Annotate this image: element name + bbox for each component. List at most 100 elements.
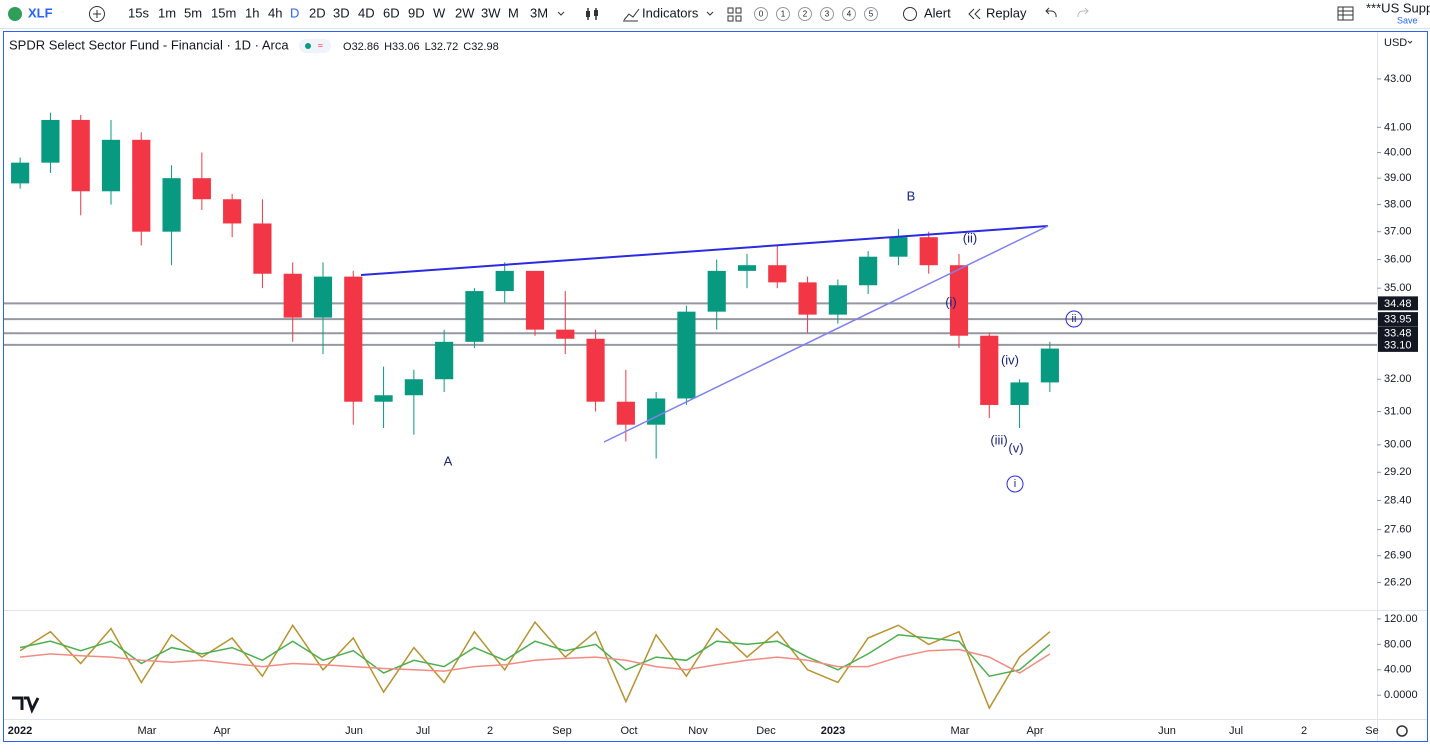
redo[interactable]	[1077, 7, 1089, 18]
interval-button[interactable]: 3M	[530, 5, 548, 20]
wave-label[interactable]: (i)	[945, 294, 957, 309]
candle-body	[677, 311, 696, 399]
layout-slot[interactable]	[820, 7, 834, 21]
alert-button[interactable]: Alert	[924, 5, 951, 20]
interval-button[interactable]: 2D	[309, 5, 326, 20]
layout-name[interactable]: ***US Suppo	[1366, 0, 1430, 15]
x-tick-label: Dec	[756, 725, 776, 737]
y-tick-label: 41.00	[1384, 121, 1412, 133]
interval-button[interactable]: 5m	[184, 5, 202, 20]
wave-label[interactable]: ii	[1072, 313, 1077, 325]
layout-slot[interactable]	[776, 7, 790, 21]
price-line-tag	[1378, 326, 1418, 341]
wave-label[interactable]: B	[907, 188, 916, 203]
layout-slot[interactable]	[864, 7, 878, 21]
layout-slot-label: 4	[847, 10, 852, 19]
interval-button[interactable]: 15s	[128, 5, 149, 20]
wave-label[interactable]: (ii)	[963, 230, 977, 245]
ohlc-key: C	[463, 41, 471, 53]
x-tick-label: Jul	[416, 725, 430, 737]
oscillator-line	[20, 648, 1051, 674]
interval-button[interactable]: 15m	[211, 5, 236, 20]
undo[interactable]	[1045, 7, 1057, 18]
oscillator-line	[19, 620, 1051, 710]
save-button[interactable]: Save	[1397, 15, 1418, 25]
wave-label[interactable]: A	[444, 453, 453, 468]
layout-grid[interactable]	[727, 7, 742, 22]
wave-label[interactable]: i	[1014, 478, 1016, 490]
candle-body	[949, 265, 969, 336]
wave-label[interactable]: (iv)	[1001, 352, 1019, 367]
y-tick-label: 40.00	[1384, 664, 1412, 676]
ohlc-key: L	[425, 41, 431, 53]
x-tick-label: Jul	[1229, 725, 1243, 737]
add-symbol[interactable]	[89, 6, 105, 22]
interval-button[interactable]: 9D	[408, 5, 425, 20]
candle-body	[1040, 348, 1059, 383]
table-icon[interactable]	[1337, 6, 1354, 21]
candle-body	[11, 162, 30, 184]
ohlc-value: 32.72	[431, 41, 459, 53]
wave-label[interactable]: (iii)	[990, 432, 1007, 447]
interval-button[interactable]: 3W	[481, 5, 501, 20]
y-tick-label: 39.00	[1384, 172, 1412, 184]
interval-button[interactable]: W	[433, 5, 446, 20]
interval-button[interactable]: M	[508, 5, 519, 20]
trend-line[interactable]	[360, 225, 1049, 276]
candle-body	[768, 265, 787, 283]
wave-circle	[1006, 475, 1024, 493]
x-tick-label: Nov	[688, 725, 708, 737]
y-tick-label: 30.00	[1384, 439, 1412, 451]
interval-button[interactable]: 6D	[383, 5, 400, 20]
indicators-icon	[623, 8, 640, 22]
interval-menu[interactable]	[557, 11, 565, 16]
y-tick-label: 0.0000	[1384, 689, 1418, 701]
layout-slot[interactable]	[842, 7, 856, 21]
settings[interactable]	[1396, 725, 1408, 737]
x-tick-label: Mar	[138, 725, 157, 737]
candle-body	[313, 276, 333, 318]
layout-slot-label: 1	[781, 10, 786, 19]
layout-slot[interactable]	[754, 7, 768, 21]
y-tick-label: 27.60	[1384, 523, 1412, 535]
candle-body	[1010, 382, 1029, 405]
y-tick-label: 38.00	[1384, 198, 1412, 210]
x-tick-label: Apr	[1026, 725, 1043, 737]
currency-menu[interactable]	[1407, 40, 1413, 44]
legend-title: SPDR Select Sector Fund - Financial · 1D…	[9, 37, 289, 52]
interval-button[interactable]: 4h	[268, 5, 282, 20]
price-line-tag	[1378, 296, 1418, 311]
currency[interactable]: USD	[1384, 37, 1407, 49]
price-line-label: 33.48	[1384, 328, 1412, 340]
trend-line[interactable]	[603, 225, 1049, 443]
candle-body	[192, 178, 211, 200]
layout-slot[interactable]	[798, 7, 812, 21]
indicators-button[interactable]: Indicators	[642, 5, 699, 20]
y-tick-label: 36.00	[1384, 253, 1412, 265]
oscillator-line	[19, 634, 1051, 678]
candle-body	[859, 256, 878, 286]
candle-body	[495, 270, 514, 292]
price-line-tag	[1378, 337, 1418, 352]
x-tick-label: Jun	[1158, 725, 1176, 737]
interval-button[interactable]: D	[290, 5, 299, 20]
y-tick-label: 80.00	[1384, 638, 1412, 650]
y-tick-label: 37.00	[1384, 226, 1412, 238]
interval-button[interactable]: 1m	[158, 5, 176, 20]
interval-button[interactable]: 2W	[455, 5, 475, 20]
replay-button[interactable]: Replay	[986, 5, 1027, 20]
interval-button[interactable]: 3D	[333, 5, 350, 20]
x-tick-label: Mar	[951, 725, 970, 737]
indicators-menu[interactable]	[706, 11, 714, 16]
y-tick-label: 43.00	[1384, 73, 1412, 85]
interval-button[interactable]: 1h	[245, 5, 259, 20]
candle-body	[616, 401, 635, 425]
x-tick-label: Sep	[552, 725, 572, 737]
wave-label[interactable]: (v)	[1008, 440, 1023, 455]
y-tick-label: 35.00	[1384, 282, 1412, 294]
price-line-label: 33.10	[1384, 339, 1412, 351]
ohlc-key: O	[343, 41, 352, 53]
interval-button[interactable]: 4D	[358, 5, 375, 20]
symbol[interactable]: XLF	[28, 5, 53, 20]
